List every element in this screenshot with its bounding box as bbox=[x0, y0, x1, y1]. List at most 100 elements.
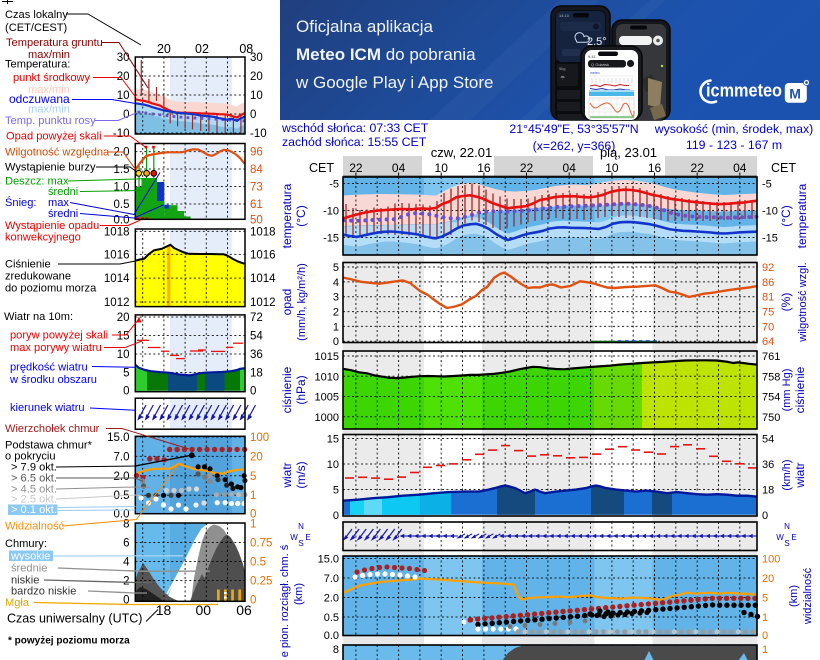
svg-text:Śnieg:: Śnieg: bbox=[5, 196, 36, 209]
svg-text:04: 04 bbox=[392, 161, 406, 175]
svg-text:0.75: 0.75 bbox=[250, 538, 272, 550]
svg-text:-15: -15 bbox=[323, 233, 339, 245]
svg-text:1012: 1012 bbox=[104, 297, 130, 309]
svg-text:max/min: max/min bbox=[28, 84, 70, 96]
svg-text:5: 5 bbox=[333, 485, 339, 497]
svg-text:06: 06 bbox=[236, 602, 252, 618]
svg-text:1015: 1015 bbox=[315, 351, 339, 363]
svg-text:20: 20 bbox=[157, 42, 171, 56]
svg-text:4: 4 bbox=[123, 557, 130, 569]
svg-text:5: 5 bbox=[250, 471, 256, 483]
svg-text:-10: -10 bbox=[323, 206, 339, 218]
svg-text:02: 02 bbox=[195, 42, 209, 56]
svg-text:86: 86 bbox=[762, 277, 774, 289]
svg-text:* powyżej poziomu morza: * powyżej poziomu morza bbox=[8, 636, 130, 647]
svg-text:(°C): (°C) bbox=[779, 205, 793, 226]
svg-text:1014: 1014 bbox=[250, 273, 276, 285]
svg-text:0.0: 0.0 bbox=[324, 630, 339, 642]
svg-text:-10: -10 bbox=[113, 128, 130, 140]
svg-text:30: 30 bbox=[250, 52, 263, 64]
svg-text:0: 0 bbox=[250, 109, 256, 121]
svg-text:Czas lokalny: Czas lokalny bbox=[5, 9, 68, 21]
svg-text:20: 20 bbox=[250, 451, 263, 463]
svg-text:1010: 1010 bbox=[315, 371, 339, 383]
svg-text:21°45'49"E, 53°35'57"N: 21°45'49"E, 53°35'57"N bbox=[509, 122, 638, 136]
svg-text:2.5°: 2.5° bbox=[587, 36, 607, 48]
svg-text:(mm Hg): (mm Hg) bbox=[781, 369, 793, 412]
svg-text:20: 20 bbox=[250, 71, 263, 83]
svg-text:04: 04 bbox=[563, 161, 577, 175]
svg-text:92: 92 bbox=[762, 262, 774, 274]
svg-text:wysokość (min, środek, max): wysokość (min, środek, max) bbox=[654, 122, 814, 136]
svg-text:opad: opad bbox=[280, 289, 294, 316]
svg-text:Podstawa chmur*: Podstawa chmur* bbox=[5, 440, 93, 452]
svg-text:Wiatr na 10m:: Wiatr na 10m: bbox=[4, 311, 73, 323]
svg-text:S: S bbox=[298, 539, 303, 548]
svg-text:max porywy wiatru: max porywy wiatru bbox=[10, 342, 102, 354]
svg-text:średnie: średnie bbox=[11, 563, 47, 575]
svg-text:20: 20 bbox=[117, 71, 130, 83]
svg-text:wilgotność wzgl.: wilgotność wzgl. bbox=[797, 262, 809, 342]
svg-text:0: 0 bbox=[123, 386, 129, 398]
svg-text:10: 10 bbox=[250, 90, 263, 102]
svg-text:0: 0 bbox=[250, 595, 256, 607]
svg-text:(km): (km) bbox=[293, 583, 305, 605]
svg-text:do poziomu morza: do poziomu morza bbox=[5, 283, 97, 295]
svg-text:08: 08 bbox=[239, 42, 253, 56]
svg-text:16: 16 bbox=[648, 161, 662, 175]
svg-text:Oficjalna aplikacja: Oficjalna aplikacja bbox=[296, 17, 434, 36]
svg-text:średni: średni bbox=[48, 208, 78, 220]
svg-text:ciśnienie: ciśnienie bbox=[793, 366, 807, 413]
svg-text:> 6.5 okt.: > 6.5 okt. bbox=[11, 473, 57, 485]
svg-text:0.5: 0.5 bbox=[324, 612, 339, 624]
svg-text:0: 0 bbox=[123, 109, 129, 121]
svg-text:o pokryciu: o pokryciu bbox=[5, 451, 56, 463]
svg-text:Czas uniwersalny (UTC): Czas uniwersalny (UTC) bbox=[7, 612, 142, 626]
svg-text:0: 0 bbox=[250, 386, 256, 398]
svg-text:1: 1 bbox=[762, 644, 768, 656]
svg-text:0: 0 bbox=[123, 595, 129, 607]
svg-text:1.0: 1.0 bbox=[114, 182, 130, 194]
svg-text:61: 61 bbox=[250, 199, 263, 211]
svg-text:0: 0 bbox=[333, 510, 339, 522]
svg-text:2: 2 bbox=[123, 576, 129, 588]
svg-text:1: 1 bbox=[250, 490, 256, 502]
svg-text:6: 6 bbox=[123, 538, 129, 550]
svg-text:Deszcz: max: Deszcz: max bbox=[5, 176, 69, 188]
svg-text:icmmeteo: icmmeteo bbox=[706, 81, 782, 101]
svg-text:2.0: 2.0 bbox=[114, 471, 130, 483]
svg-text:E: E bbox=[305, 533, 310, 542]
svg-text:poryw powyżej skali: poryw powyżej skali bbox=[10, 330, 108, 342]
svg-text:0.0: 0.0 bbox=[114, 509, 130, 521]
svg-text:0.5: 0.5 bbox=[250, 557, 266, 569]
svg-text:73: 73 bbox=[250, 182, 263, 194]
svg-text:Wilgotność względna: Wilgotność względna bbox=[5, 147, 110, 159]
svg-text:22: 22 bbox=[349, 161, 363, 175]
svg-text:5kg: 5kg bbox=[559, 66, 565, 71]
svg-text:wysokie: wysokie bbox=[10, 551, 50, 563]
svg-text:0.5: 0.5 bbox=[114, 490, 130, 502]
svg-text:8: 8 bbox=[123, 519, 129, 531]
svg-text:CET: CET bbox=[309, 161, 334, 175]
svg-text:1016: 1016 bbox=[250, 249, 276, 261]
svg-text:1014: 1014 bbox=[104, 273, 130, 285]
svg-text:761: 761 bbox=[762, 351, 780, 363]
svg-text:81: 81 bbox=[762, 292, 774, 304]
svg-text:1.5: 1.5 bbox=[114, 164, 130, 176]
svg-text:36: 36 bbox=[762, 459, 774, 471]
svg-text:4: 4 bbox=[333, 277, 339, 289]
svg-text:72: 72 bbox=[250, 312, 263, 324]
svg-text:15.0: 15.0 bbox=[107, 432, 129, 444]
svg-text:-10: -10 bbox=[762, 206, 778, 218]
svg-text:100: 100 bbox=[250, 432, 269, 444]
svg-text:pią, 23.01: pią, 23.01 bbox=[600, 145, 657, 160]
svg-text:(x=262, y=366): (x=262, y=366) bbox=[533, 139, 616, 153]
svg-text:max/min: max/min bbox=[28, 49, 70, 61]
svg-text:bardzo niskie: bardzo niskie bbox=[11, 586, 76, 598]
svg-text:(km/h): (km/h) bbox=[781, 459, 793, 490]
svg-text:> 2.5 okt.: > 2.5 okt. bbox=[11, 494, 57, 506]
svg-text:(%): (%) bbox=[779, 293, 793, 312]
svg-text:Mgła: Mgła bbox=[5, 597, 30, 609]
svg-text:(km): (km) bbox=[788, 585, 800, 607]
svg-text:E: E bbox=[791, 533, 796, 542]
